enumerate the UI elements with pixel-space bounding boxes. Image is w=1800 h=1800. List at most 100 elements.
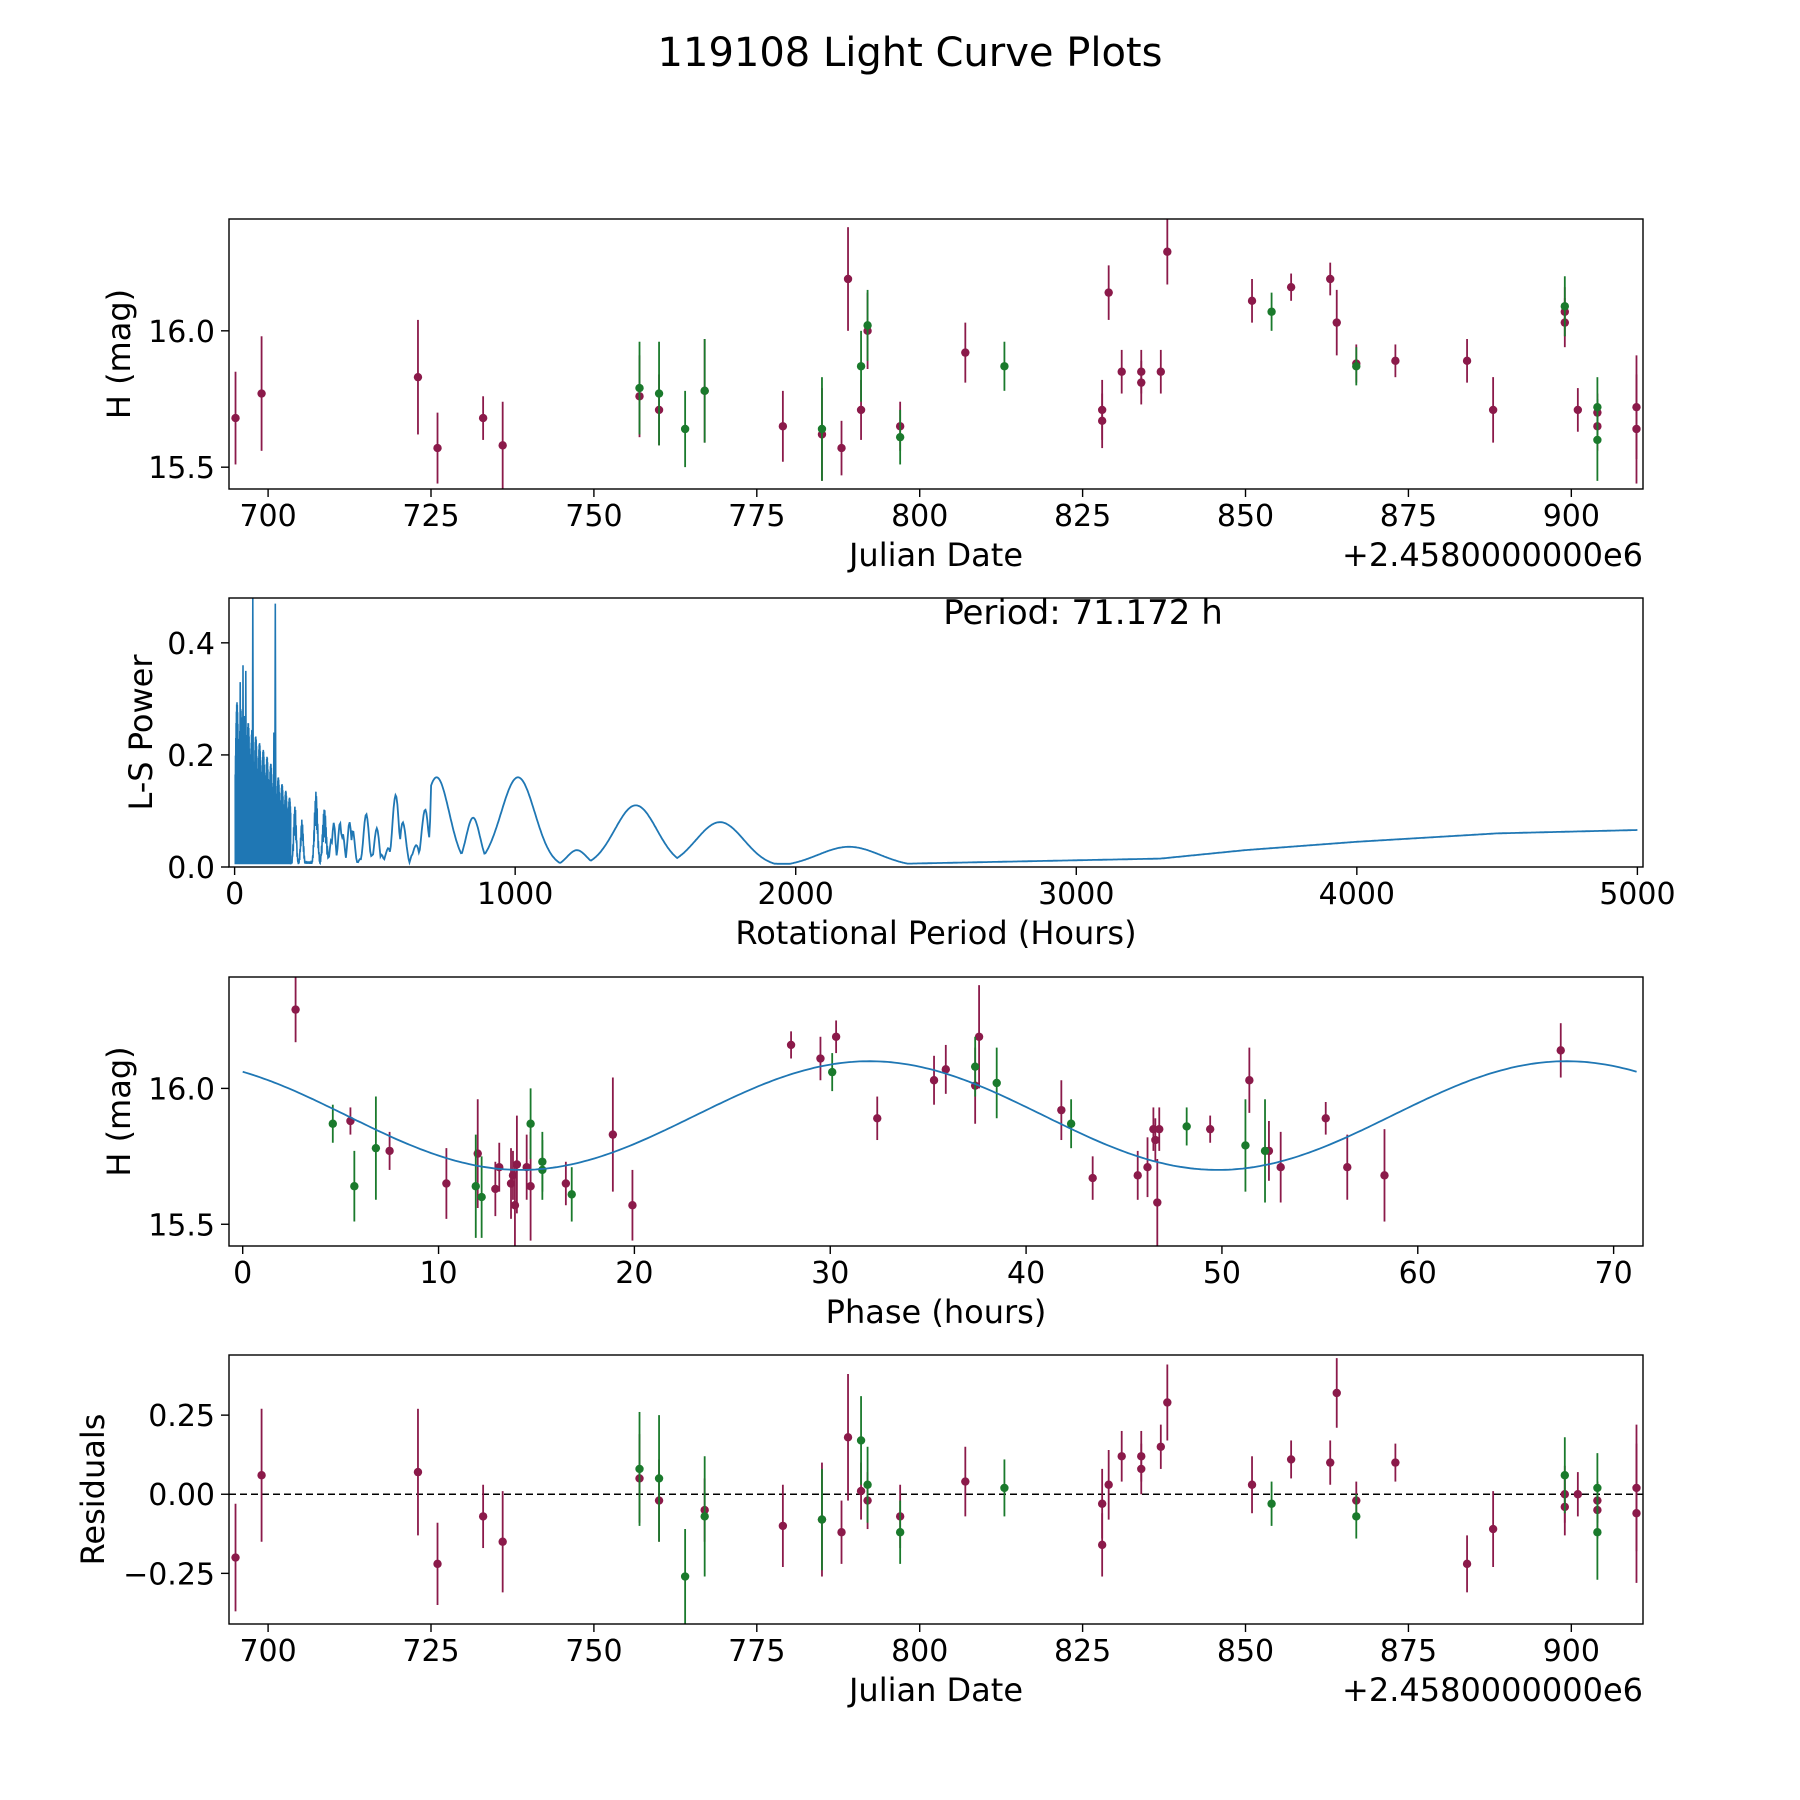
x-tick-label: 0 — [225, 877, 244, 912]
data-point-green — [1560, 1471, 1570, 1480]
data-point-maroon — [856, 405, 866, 415]
data-point-maroon — [1380, 1171, 1389, 1180]
data-point-maroon — [506, 1179, 516, 1188]
data-point-green — [895, 1528, 905, 1537]
data-point-green — [680, 424, 690, 434]
data-point-maroon — [1573, 1490, 1583, 1499]
data-point-maroon — [1462, 1559, 1472, 1569]
data-point-maroon — [1097, 416, 1107, 426]
data-point-maroon — [508, 1171, 518, 1180]
data-point-green — [992, 1078, 1001, 1088]
data-point-green — [1352, 1512, 1361, 1521]
x-tick-label: 725 — [402, 1634, 459, 1669]
x-tick-label: 2000 — [758, 877, 834, 912]
x-tick-label: 40 — [1007, 1256, 1045, 1291]
data-point-maroon — [1332, 318, 1341, 327]
y-tick-label: 15.5 — [148, 1208, 215, 1243]
x-tick-label: 800 — [891, 499, 948, 534]
data-point-green — [828, 1067, 837, 1077]
data-point-maroon — [786, 1040, 796, 1050]
data-point-green — [477, 1192, 486, 1202]
data-point-maroon — [495, 1163, 504, 1172]
x-tick-label: 0 — [233, 1256, 252, 1291]
data-point-green — [1000, 1483, 1009, 1493]
data-point-green — [654, 389, 664, 398]
data-point-maroon — [1286, 282, 1296, 292]
x-tick-label: 825 — [1054, 1634, 1111, 1669]
x-tick-label: 900 — [1543, 1634, 1600, 1669]
data-point-green — [863, 1480, 872, 1489]
y-tick-label: 16.0 — [148, 1072, 215, 1107]
data-point-maroon — [1156, 1442, 1166, 1451]
data-point-maroon — [1117, 367, 1126, 376]
data-point-green — [680, 1572, 690, 1581]
x-tick-label: 4000 — [1319, 877, 1395, 912]
x-tick-label: 875 — [1380, 1634, 1437, 1669]
data-point-maroon — [856, 1486, 866, 1496]
data-point-maroon — [433, 443, 442, 453]
data-point-maroon — [1057, 1105, 1066, 1115]
data-point-maroon — [778, 422, 788, 431]
y-axis-label: H (mag) — [100, 289, 138, 419]
x-tick-label: 750 — [565, 1634, 622, 1669]
x-tick-label: 60 — [1399, 1256, 1437, 1291]
x-axis-label: Rotational Period (Hours) — [735, 914, 1136, 952]
panel-residuals: 700 725 750 775 800 825 850 875 900 −0.25 0.00 0.25… — [74, 1354, 1644, 1709]
data-point-maroon — [291, 1005, 300, 1014]
data-point-green — [1593, 1528, 1602, 1537]
x-tick-label: 3000 — [1038, 877, 1114, 912]
y-axis-label: H (mag) — [100, 1046, 138, 1176]
data-point-maroon — [385, 1146, 394, 1156]
data-point-green — [526, 1119, 535, 1128]
data-point-maroon — [433, 1559, 442, 1569]
figure-title: 119108 Light Curve Plots — [658, 30, 1163, 76]
data-point-maroon — [628, 1201, 637, 1210]
x-tick-label: 875 — [1380, 499, 1437, 534]
data-point-green — [970, 1062, 980, 1071]
data-point-maroon — [974, 1032, 984, 1041]
data-point-maroon — [873, 1114, 882, 1123]
panel-lightcurve: 700 725 750 775 800 825 850 875 900 15.5 16.0 Julia… — [100, 218, 1644, 574]
x-tick-label: 725 — [402, 499, 459, 534]
periodogram-dense-line — [234, 598, 292, 865]
data-point-maroon — [941, 1065, 950, 1074]
data-point-maroon — [1391, 1458, 1400, 1467]
data-point-green — [700, 1512, 709, 1521]
data-point-maroon — [1088, 1173, 1097, 1183]
data-point-green — [471, 1182, 480, 1191]
data-point-green — [1352, 362, 1361, 371]
panel-data — [242, 977, 1637, 1246]
x-tick-label: 1000 — [477, 877, 553, 912]
data-point-maroon — [1321, 1114, 1330, 1123]
data-point-maroon — [491, 1184, 500, 1194]
panel-data — [229, 1358, 1643, 1624]
data-point-maroon — [608, 1130, 618, 1139]
data-point-maroon — [837, 443, 846, 453]
data-point-green — [1182, 1122, 1191, 1131]
data-point-maroon — [1573, 405, 1583, 415]
data-point-maroon — [1326, 1458, 1335, 1467]
data-point-maroon — [1632, 424, 1641, 434]
x-tick-label: 30 — [811, 1256, 849, 1291]
data-point-green — [371, 1143, 381, 1153]
data-point-maroon — [1133, 1171, 1142, 1180]
data-point-green — [817, 424, 827, 434]
data-point-maroon — [831, 1032, 841, 1041]
fit-curve — [242, 1060, 1637, 1171]
data-point-maroon — [231, 1553, 240, 1562]
data-point-green — [350, 1182, 359, 1191]
data-point-green — [1267, 307, 1276, 316]
data-point-maroon — [413, 372, 423, 382]
data-point-maroon — [1488, 405, 1498, 415]
data-point-green — [538, 1157, 547, 1166]
data-point-maroon — [1097, 1499, 1107, 1508]
x-tick-label: 10 — [419, 1256, 457, 1291]
data-point-green — [567, 1190, 576, 1199]
data-point-maroon — [257, 1471, 266, 1480]
x-tick-label: 50 — [1203, 1256, 1241, 1291]
data-point-green — [1066, 1119, 1076, 1128]
data-point-maroon — [1332, 1388, 1341, 1398]
axes-frame — [228, 976, 1644, 1247]
data-point-maroon — [816, 1054, 825, 1063]
x-tick-label: 850 — [1217, 499, 1274, 534]
